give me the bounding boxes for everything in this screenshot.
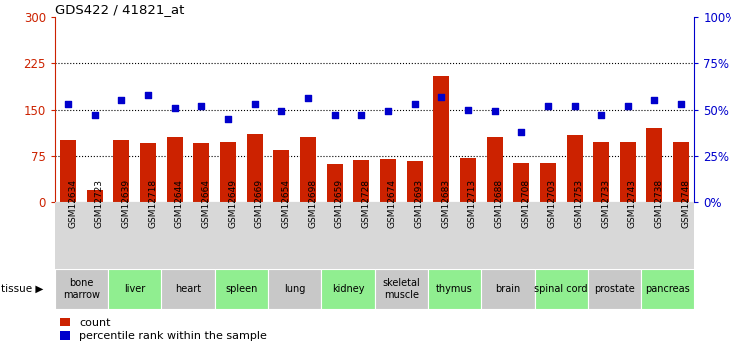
Point [675,101,687,107]
Point [622,103,634,109]
Text: skeletal
muscle: skeletal muscle [382,278,420,300]
Bar [162,269,215,309]
Point [329,112,341,118]
Point [462,107,474,112]
Bar [353,160,369,202]
Text: GSM12708: GSM12708 [521,179,530,228]
Point [382,109,394,114]
Bar [220,142,236,202]
Point [196,103,208,109]
Point [89,112,101,118]
Bar [641,269,694,309]
Bar [60,140,76,202]
Text: spinal cord: spinal cord [534,284,588,294]
Point [409,101,420,107]
Text: bone
marrow: bone marrow [63,278,100,300]
Bar [113,140,129,202]
Text: GSM12733: GSM12733 [601,179,610,228]
Text: prostate: prostate [594,284,635,294]
Text: GSM12683: GSM12683 [442,179,450,228]
Text: GSM12644: GSM12644 [175,179,183,228]
Bar [487,137,502,202]
Bar [481,269,534,309]
Text: lung: lung [284,284,306,294]
Bar [673,142,689,202]
Text: spleen: spleen [225,284,257,294]
Text: liver: liver [124,284,145,294]
Bar [273,149,289,202]
Text: GSM12649: GSM12649 [228,179,237,228]
Text: GSM12753: GSM12753 [575,179,583,228]
Text: thymus: thymus [436,284,473,294]
Text: GSM12738: GSM12738 [654,179,664,228]
Bar [588,269,641,309]
Bar [327,164,343,202]
Text: kidney: kidney [332,284,364,294]
Point [355,112,367,118]
Text: GSM12698: GSM12698 [308,179,317,228]
Bar [534,269,588,309]
Bar [246,134,262,202]
Point [169,105,181,110]
Legend: count, percentile rank within the sample: count, percentile rank within the sample [61,318,267,341]
Point [569,103,580,109]
Bar [433,76,450,202]
Bar [646,128,662,202]
Point [542,103,553,109]
Text: GSM12659: GSM12659 [335,179,344,228]
Bar [215,269,268,309]
Text: GSM12688: GSM12688 [495,179,504,228]
Text: GSM12664: GSM12664 [202,179,211,228]
Text: tissue ▶: tissue ▶ [1,284,44,294]
Bar [374,269,428,309]
Bar [322,269,374,309]
Bar [567,135,583,202]
Bar [460,158,476,202]
Text: GSM12713: GSM12713 [468,179,477,228]
Text: GSM12669: GSM12669 [254,179,264,228]
Bar [268,269,322,309]
Text: pancreas: pancreas [645,284,690,294]
Point [222,116,234,121]
Bar [167,137,183,202]
Point [115,98,127,103]
Point [595,112,607,118]
Text: GSM12748: GSM12748 [681,179,690,228]
Text: GSM12728: GSM12728 [361,179,371,228]
Text: GSM12639: GSM12639 [121,179,130,228]
Text: GSM12743: GSM12743 [628,179,637,228]
Bar [194,143,209,202]
Point [62,101,74,107]
Bar [620,142,636,202]
Text: GDS422 / 41821_at: GDS422 / 41821_at [55,3,184,16]
Text: GSM12703: GSM12703 [548,179,557,228]
Bar [380,159,396,202]
Point [489,109,501,114]
Bar [406,161,423,202]
Point [648,98,660,103]
Text: GSM12693: GSM12693 [414,179,423,228]
Bar [87,189,103,202]
Text: heart: heart [175,284,201,294]
Bar [108,269,162,309]
Text: GSM12654: GSM12654 [281,179,290,228]
Point [515,129,527,135]
Text: GSM12723: GSM12723 [95,179,104,228]
Bar [593,142,609,202]
Text: GSM12718: GSM12718 [148,179,157,228]
Bar [55,269,108,309]
Point [436,94,447,99]
Text: brain: brain [496,284,520,294]
Bar [513,163,529,202]
Bar [540,163,556,202]
Bar [140,143,156,202]
Text: GSM12634: GSM12634 [68,179,77,228]
Point [249,101,260,107]
Bar [300,137,316,202]
Point [276,109,287,114]
Point [302,96,314,101]
Bar [428,269,481,309]
Point [143,92,154,98]
Text: GSM12674: GSM12674 [388,179,397,228]
